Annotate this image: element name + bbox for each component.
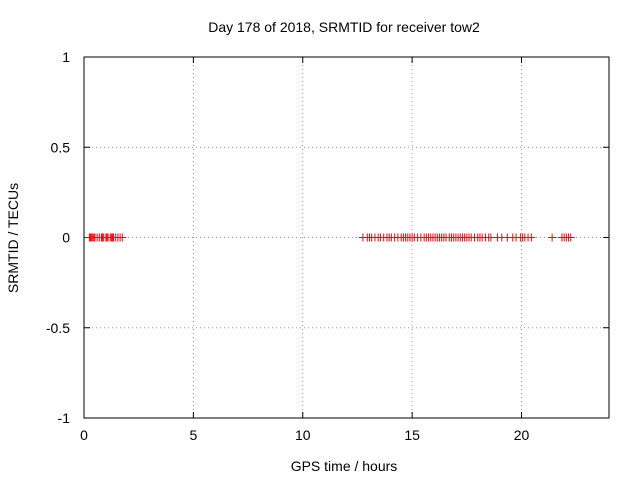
x-tick-label: 0 [80,427,88,443]
data-point [566,233,575,242]
y-tick-label: 0.5 [51,139,71,155]
x-tick-label: 20 [514,427,530,443]
y-tick-label: -1 [58,410,71,426]
data-points [85,233,575,242]
chart-title: Day 178 of 2018, SRMTID for receiver tow… [208,19,480,35]
data-point [527,233,536,242]
x-axis-label: GPS time / hours [291,458,398,474]
y-tick-label: 0 [62,230,70,246]
x-tick-label: 15 [404,427,420,443]
x-tick-label: 10 [295,427,311,443]
data-point [548,233,557,242]
y-axis-label: SRMTID / TECUs [5,183,21,293]
x-tick-label: 5 [189,427,197,443]
y-tick-label: -0.5 [46,320,70,336]
axis-ticks: 0 5 10 15 20 -1 -0.5 0 0.5 1 [46,49,609,443]
data-point [118,233,127,242]
y-tick-label: 1 [62,49,70,65]
